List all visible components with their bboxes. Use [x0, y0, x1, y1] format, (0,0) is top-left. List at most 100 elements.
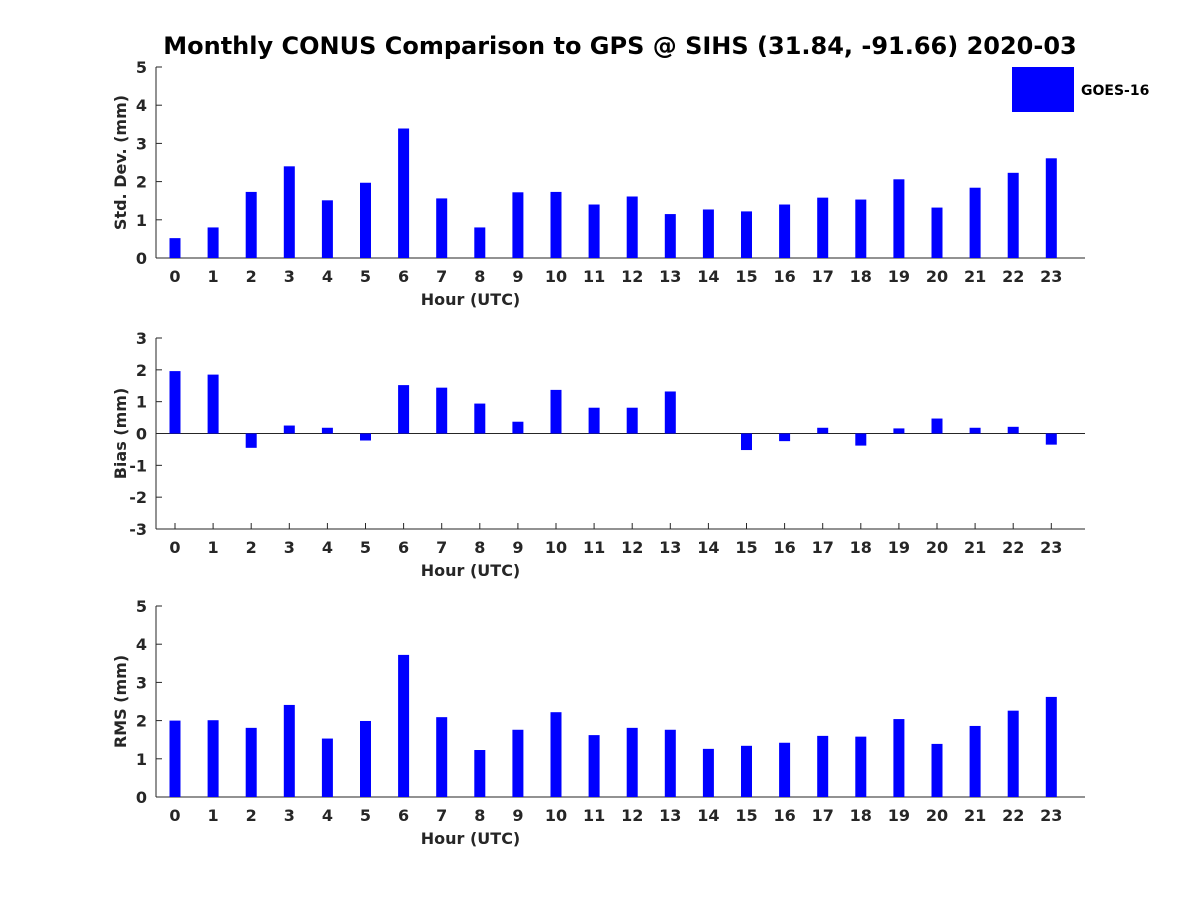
- rms-y-tick-label: 3: [136, 673, 147, 692]
- std-dev-bar-hour-14: [702, 209, 714, 258]
- rms-bar-hour-23: [1045, 696, 1057, 797]
- std-dev-y-tick-label: 4: [136, 96, 147, 115]
- rms-bar-hour-2: [245, 727, 257, 797]
- bias-x-tick-label: 6: [398, 538, 409, 557]
- rms-x-tick-label: 5: [360, 806, 371, 825]
- std-dev-bar-hour-22: [1007, 172, 1019, 258]
- rms-y-tick-label: 2: [136, 712, 147, 731]
- bias-bar-hour-21: [969, 427, 981, 434]
- bias-x-tick-label: 19: [888, 538, 910, 557]
- legend: GOES-16: [1012, 67, 1149, 112]
- rms-x-tick-label: 23: [1040, 806, 1062, 825]
- std-dev-x-tick-label: 0: [169, 267, 180, 286]
- std-dev-bar-hour-9: [512, 192, 524, 258]
- std-dev-bar-hour-17: [817, 197, 829, 258]
- rms-x-tick-label: 20: [926, 806, 948, 825]
- rms-y-tick-label: 1: [136, 750, 147, 769]
- rms-x-tick-label: 12: [621, 806, 643, 825]
- rms-x-tick-label: 22: [1002, 806, 1024, 825]
- rms-x-tick-label: 4: [322, 806, 333, 825]
- rms-x-tick-label: 15: [735, 806, 757, 825]
- std-dev-bar-hour-4: [321, 200, 333, 258]
- bias-bar-hour-7: [436, 387, 448, 434]
- rms-bar-hour-5: [360, 720, 371, 797]
- std-dev-bar-hour-12: [626, 196, 638, 258]
- std-dev-bar-hour-0: [169, 238, 181, 258]
- std-dev-x-tick-label: 1: [208, 267, 219, 286]
- std-dev-x-tick-label: 14: [697, 267, 719, 286]
- std-dev-x-tick-label: 8: [474, 267, 485, 286]
- std-dev-bar-hour-13: [664, 214, 676, 258]
- std-dev-x-tick-label: 4: [322, 267, 333, 286]
- rms-x-tick-label: 18: [850, 806, 872, 825]
- bias-bar-hour-1: [207, 374, 219, 434]
- std-dev-bar-hour-3: [283, 166, 295, 258]
- rms-x-tick-label: 1: [208, 806, 219, 825]
- rms-bar-hour-9: [512, 729, 524, 797]
- bias-y-tick-label: 0: [136, 425, 147, 444]
- std-dev-y-tick-label: 0: [136, 249, 147, 268]
- rms-x-axis-label: Hour (UTC): [421, 829, 521, 848]
- bias-x-tick-label: 12: [621, 538, 643, 557]
- std-dev-x-tick-label: 11: [583, 267, 605, 286]
- bias-bar-hour-16: [779, 433, 791, 442]
- std-dev-y-tick-label: 2: [136, 173, 147, 192]
- rms-bar-hour-6: [398, 654, 410, 797]
- std-dev-x-tick-label: 20: [926, 267, 948, 286]
- bias-bar-hour-19: [893, 428, 905, 434]
- std-dev-bar-hour-10: [550, 191, 562, 258]
- rms-bar-hour-22: [1007, 710, 1019, 797]
- std-dev-x-tick-label: 7: [436, 267, 447, 286]
- bias-x-tick-label: 4: [322, 538, 333, 557]
- std-dev-x-tick-label: 2: [246, 267, 257, 286]
- std-dev-x-axis-label: Hour (UTC): [421, 290, 521, 309]
- rms-x-tick-label: 11: [583, 806, 605, 825]
- rms-bar-hour-20: [931, 743, 943, 797]
- std-dev-bar-hour-16: [779, 204, 791, 258]
- std-dev-x-tick-label: 9: [512, 267, 523, 286]
- legend-swatch: [1012, 67, 1074, 112]
- rms-bar-hour-10: [550, 712, 562, 797]
- bias-y-axis-label: Bias (mm): [111, 388, 130, 480]
- std-dev-x-tick-label: 21: [964, 267, 986, 286]
- rms-y-tick-label: 0: [136, 788, 147, 807]
- bias-x-tick-label: 5: [360, 538, 371, 557]
- std-dev-bar-hour-19: [893, 179, 905, 258]
- bias-x-tick-label: 18: [850, 538, 872, 557]
- bias-bar-hour-20: [931, 418, 943, 434]
- bias-x-tick-label: 1: [208, 538, 219, 557]
- bias-bar-hour-8: [474, 403, 486, 434]
- std-dev-bar-hour-18: [855, 199, 867, 258]
- bias-bar-hour-11: [588, 407, 600, 434]
- rms-bar-hour-0: [169, 720, 181, 797]
- bias-x-axis-label: Hour (UTC): [421, 561, 521, 580]
- rms-y-tick-label: 4: [136, 635, 147, 654]
- rms-x-tick-label: 14: [697, 806, 719, 825]
- bias-bar-hour-0: [169, 371, 181, 434]
- rms-bar-hour-15: [741, 745, 752, 797]
- bias-bar-hour-23: [1045, 433, 1057, 445]
- bias-x-tick-label: 13: [659, 538, 681, 557]
- bias-bar-hour-10: [550, 389, 562, 434]
- rms-bar-hour-13: [664, 729, 676, 797]
- std-dev-x-tick-label: 18: [850, 267, 872, 286]
- rms-x-tick-label: 2: [246, 806, 257, 825]
- rms-bar-hour-17: [817, 735, 829, 797]
- std-dev-bar-hour-20: [931, 207, 943, 258]
- rms-x-tick-label: 7: [436, 806, 447, 825]
- rms-bar-hour-8: [474, 750, 486, 797]
- std-dev-y-tick-label: 3: [136, 134, 147, 153]
- rms-x-tick-label: 17: [812, 806, 834, 825]
- bias-x-tick-label: 0: [169, 538, 180, 557]
- rms-bar-hour-18: [855, 736, 867, 797]
- std-dev-y-tick-label: 5: [136, 58, 147, 77]
- rms-bar-hour-12: [626, 727, 638, 797]
- rms-bar-hour-14: [702, 748, 714, 797]
- std-dev-x-tick-label: 12: [621, 267, 643, 286]
- bias-y-tick-label: -1: [129, 456, 147, 475]
- std-dev-x-tick-label: 15: [735, 267, 757, 286]
- rms-x-tick-label: 3: [284, 806, 295, 825]
